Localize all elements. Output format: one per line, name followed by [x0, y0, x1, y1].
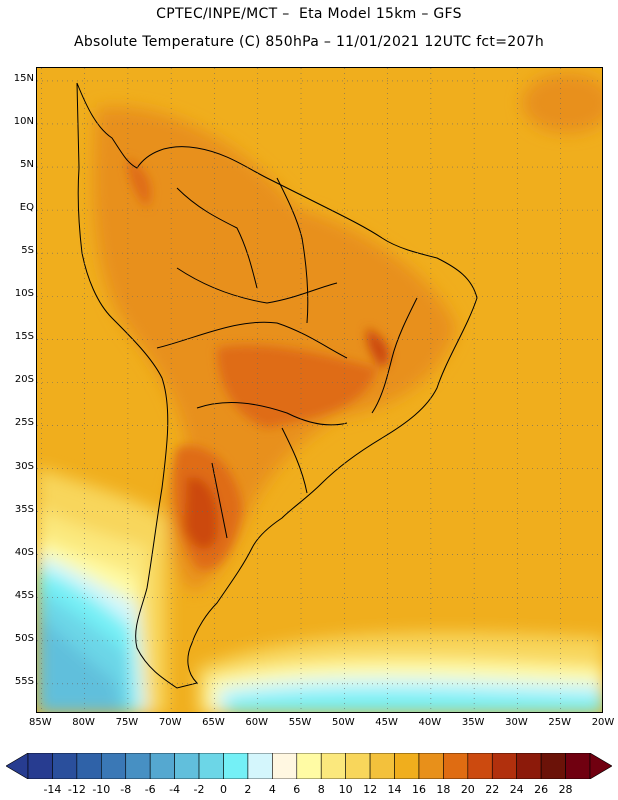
lat-label: EQ: [19, 202, 34, 214]
lat-label: 35S: [14, 503, 34, 515]
hot-core-interior: [217, 345, 377, 428]
colorbar-label: 28: [558, 783, 573, 796]
lat-label: 15S: [14, 331, 34, 343]
lon-label: 65W: [202, 717, 225, 728]
lon-label: 40W: [418, 717, 442, 728]
colorbar-swatch: [369, 753, 395, 779]
colorbar-label: 18: [436, 783, 451, 796]
colorbar-swatch: [467, 753, 493, 779]
lon-label: 75W: [115, 717, 139, 728]
colorbar-swatch: [272, 753, 298, 779]
colorbar-label: 8: [317, 783, 325, 796]
colorbar-swatch: [149, 753, 175, 779]
colorbar-label: 6: [293, 783, 301, 796]
band-neg2-0-west: [37, 613, 122, 712]
colorbar-label: -10: [92, 783, 111, 796]
colorbar-swatch: [247, 753, 273, 779]
colorbar-label: -8: [120, 783, 132, 796]
lat-label: 10S: [14, 288, 34, 300]
lon-label: 20W: [591, 717, 615, 728]
coastlines: [76, 82, 478, 689]
lon-label: 50W: [331, 717, 355, 728]
chart-title-line2: Absolute Temperature (C) 850hPa – 11/01/…: [73, 34, 545, 50]
lon-label: 55W: [288, 717, 312, 728]
border-2: [176, 267, 338, 304]
warm-patch-ne: [522, 73, 602, 133]
border-3: [196, 402, 348, 426]
colorbar-swatch: [76, 753, 102, 779]
colorbar-swatch: [516, 753, 542, 779]
lat-label: 55S: [14, 675, 34, 687]
colorbar-swatch: [174, 753, 200, 779]
colorbar-label: 20: [460, 783, 475, 796]
lat-label: 45S: [14, 589, 34, 601]
border-6: [281, 427, 308, 494]
colorbar-swatch: [540, 753, 566, 779]
hot-core: [127, 158, 390, 570]
lon-label: 30W: [505, 717, 528, 728]
colorbar-label: -6: [144, 783, 156, 796]
colorbar-swatch: [345, 753, 371, 779]
colorbar-label: -2: [193, 783, 205, 796]
border-7: [211, 462, 228, 539]
colorbar-swatch: [443, 753, 469, 779]
lon-label: 70W: [158, 717, 182, 728]
hot-center-argentina: [185, 477, 218, 549]
colorbar-swatch: [101, 753, 127, 779]
lat-label: 15N: [13, 72, 34, 84]
colorbar-label: 14: [387, 783, 402, 796]
lat-label: 20S: [14, 374, 34, 386]
colorbar-label: -4: [169, 783, 181, 796]
border-5: [276, 177, 309, 324]
colorbar-swatch: [125, 753, 151, 779]
colorbar-label: 16: [411, 783, 426, 796]
lat-label: 30S: [14, 460, 34, 472]
border-8: [371, 297, 418, 414]
lat-label: 5N: [20, 159, 34, 171]
border-4: [176, 187, 258, 289]
lat-label: 5S: [21, 245, 34, 257]
lon-label: 80W: [72, 717, 95, 728]
lon-label: 35W: [461, 717, 485, 728]
colorbar-under-triangle: [6, 753, 29, 779]
lat-label: 25S: [14, 417, 34, 429]
colorbar-label: -14: [43, 783, 62, 796]
colorbar-label: 22: [485, 783, 500, 796]
lat-label: 50S: [14, 632, 34, 644]
colorbar-swatch: [565, 753, 591, 779]
hot-core-east: [366, 328, 390, 368]
continent-outline: [76, 82, 478, 689]
lat-label: 10N: [13, 115, 34, 127]
chart-title-line1: CPTEC/INPE/MCT – Eta Model 15km – GFS: [156, 6, 462, 22]
colorbar-swatch: [320, 753, 346, 779]
colorbar-label: 26: [534, 783, 549, 796]
colorbar-label: 4: [268, 783, 276, 796]
colorbar-label: 24: [509, 783, 524, 796]
lon-label: 60W: [245, 717, 269, 728]
colorbar-swatch: [491, 753, 517, 779]
colorbar-label: 2: [244, 783, 252, 796]
lon-label: 45W: [375, 717, 398, 728]
border-1: [156, 321, 348, 359]
colorbar-swatch: [296, 753, 322, 779]
hot-core-north: [127, 158, 151, 208]
colorbar-swatch: [394, 753, 420, 779]
lon-label: 85W: [29, 717, 52, 728]
lon-label: 25W: [548, 717, 572, 728]
colorbar-swatch: [52, 753, 78, 779]
colorbar-swatch: [198, 753, 224, 779]
colorbar-label: 12: [363, 783, 378, 796]
colorbar-over-triangle: [589, 753, 612, 779]
colorbar-swatch: [223, 753, 249, 779]
colorbar-swatch: [418, 753, 444, 779]
temperature-map: [36, 67, 603, 713]
colorbar-label: 10: [338, 783, 353, 796]
colorbar-label: 0: [219, 783, 227, 796]
temperature-field-svg: [37, 68, 602, 712]
colorbar-label: -12: [67, 783, 86, 796]
colorbar-swatch: [27, 753, 53, 779]
band-2-4-south: [227, 689, 602, 712]
lat-label: 40S: [14, 546, 34, 558]
colorbar: [6, 753, 612, 779]
